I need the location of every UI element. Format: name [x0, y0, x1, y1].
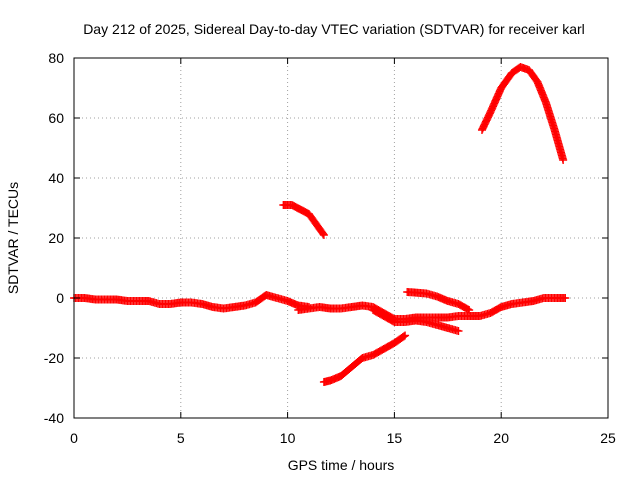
series-arc-1 [70, 291, 313, 313]
data-point [401, 331, 410, 340]
series-arc-3 [369, 306, 463, 335]
data-point [399, 332, 408, 341]
series-arc-6 [403, 288, 474, 314]
axis-layer: 0 5 10 15 20 25 -40 -20 0 20 40 60 80 [44, 50, 616, 446]
data-point [559, 156, 568, 164]
y-tick-label: -20 [44, 350, 64, 366]
x-tick-label: 10 [280, 430, 296, 446]
data-point [463, 305, 472, 314]
x-tick-label: 5 [177, 430, 185, 446]
y-tick-label: 20 [48, 230, 64, 246]
x-axis-title: GPS time / hours [288, 457, 395, 473]
x-tick-label: 20 [493, 430, 509, 446]
series-arc-5 [319, 331, 410, 386]
chart-title: Day 212 of 2025, Sidereal Day-to-day VTE… [83, 21, 585, 37]
data-point [561, 294, 570, 302]
x-tick-label: 0 [70, 430, 78, 446]
series-arc-4 [279, 201, 328, 239]
data-point [319, 229, 328, 238]
series-arc-2 [294, 294, 570, 323]
data-point [454, 327, 463, 335]
data-point [319, 231, 328, 239]
y-tick-label: -40 [44, 410, 64, 426]
grid-layer [74, 58, 608, 418]
x-tick-label: 25 [600, 430, 616, 446]
series-arc-7 [477, 63, 568, 164]
y-tick-label: 60 [48, 110, 64, 126]
data-point [465, 306, 474, 314]
data-layer [70, 63, 570, 386]
x-tick-label: 15 [387, 430, 403, 446]
y-tick-label: 40 [48, 170, 64, 186]
y-axis-title: SDTVAR / TECUs [5, 182, 21, 294]
y-tick-label: 0 [56, 290, 64, 306]
y-tick-label: 80 [48, 50, 64, 66]
